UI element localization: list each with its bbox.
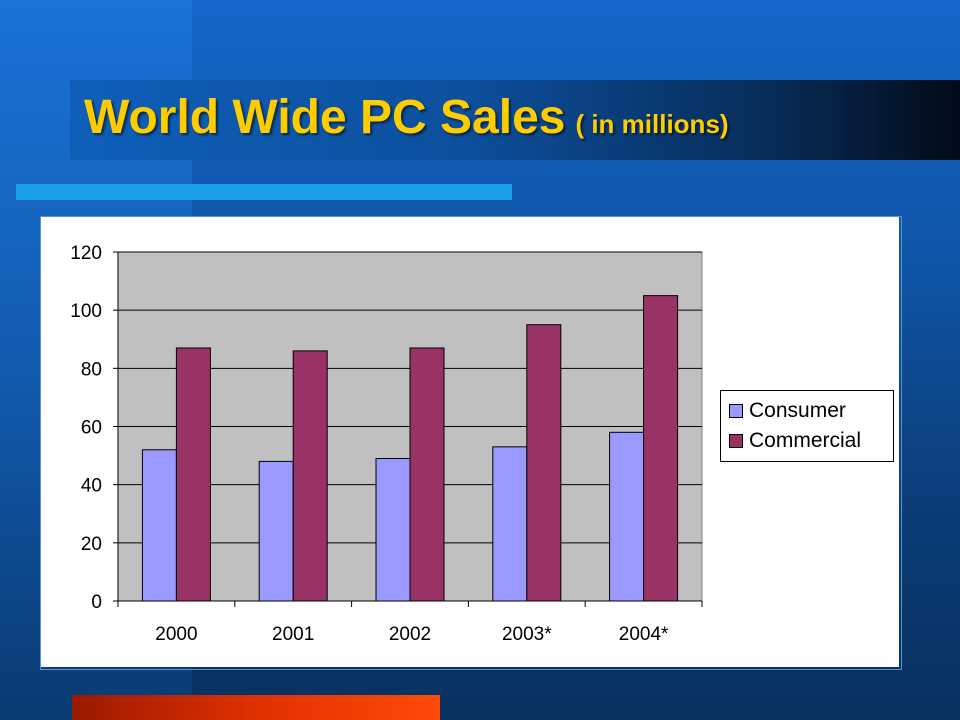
legend-swatch-commercial bbox=[729, 434, 743, 448]
y-tick-label: 40 bbox=[81, 476, 102, 497]
bar-consumer-2003 bbox=[492, 446, 528, 602]
chart-frame bbox=[40, 216, 902, 670]
x-tick-label: 2002 bbox=[389, 624, 431, 645]
legend-swatch-consumer bbox=[729, 404, 743, 418]
legend-item-consumer: Consumer bbox=[729, 397, 846, 425]
bar-commercial-2001 bbox=[292, 350, 328, 602]
footer-bar bbox=[72, 695, 440, 720]
bar-consumer-2004 bbox=[609, 431, 645, 602]
bar-consumer-2000 bbox=[141, 449, 177, 602]
x-tick-label: 2003* bbox=[502, 624, 552, 645]
slide-title: World Wide PC Sales ( in millions) bbox=[84, 88, 729, 154]
bar-consumer-2001 bbox=[258, 460, 294, 602]
legend-label-consumer: Consumer bbox=[749, 399, 846, 422]
x-tick-label: 2004* bbox=[619, 624, 669, 645]
title-bar bbox=[70, 80, 960, 160]
slide-subtitle: ( in millions) bbox=[575, 109, 729, 139]
legend-label-commercial: Commercial bbox=[749, 429, 862, 452]
y-tick-label: 60 bbox=[81, 418, 102, 439]
y-tick-label: 100 bbox=[70, 301, 102, 322]
bar-consumer-2002 bbox=[375, 457, 411, 602]
x-tick-label: 2000 bbox=[155, 624, 197, 645]
slide-title-text: World Wide PC Sales bbox=[84, 91, 566, 144]
y-tick-label: 80 bbox=[81, 359, 102, 380]
bar-commercial-2002 bbox=[409, 347, 445, 602]
y-tick-label: 120 bbox=[70, 243, 102, 264]
x-tick-label: 2001 bbox=[272, 624, 314, 645]
chart-legend: Consumer Commercial bbox=[720, 390, 894, 462]
y-tick-label: 20 bbox=[81, 534, 102, 555]
bar-commercial-2000 bbox=[175, 347, 211, 602]
accent-line bbox=[16, 184, 512, 200]
bar-commercial-2003 bbox=[526, 324, 562, 602]
legend-item-commercial: Commercial bbox=[729, 427, 861, 455]
y-tick-label: 0 bbox=[91, 592, 102, 613]
bar-commercial-2004 bbox=[643, 295, 679, 602]
